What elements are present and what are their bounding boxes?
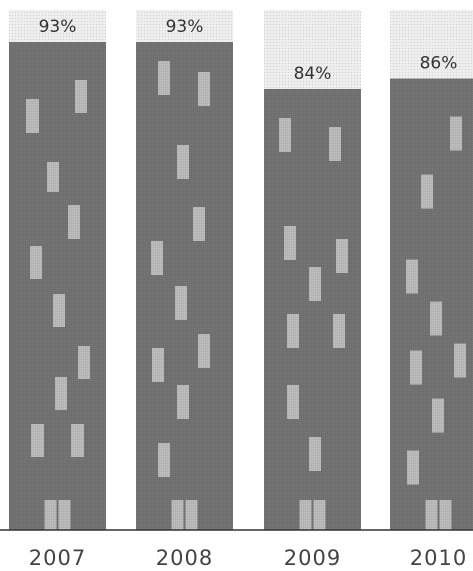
window-2009-0 <box>279 118 291 152</box>
window-2007-1 <box>75 80 87 113</box>
window-2007-5 <box>53 294 65 327</box>
window-2008-2 <box>177 145 189 179</box>
window-2008-7 <box>152 348 164 382</box>
category-label-2009: 2009 <box>284 546 341 570</box>
window-2009-7 <box>287 385 299 419</box>
window-2008-8 <box>177 385 189 419</box>
door-2007-1 <box>58 500 71 530</box>
value-label-2007: 93% <box>39 17 77 37</box>
window-2008-0 <box>158 61 170 95</box>
door-2008-0 <box>171 500 184 530</box>
value-label-2010: 86% <box>420 54 458 74</box>
window-2007-2 <box>47 162 59 192</box>
door-2009-1 <box>313 500 326 530</box>
category-label-2010: 2010 <box>410 546 467 570</box>
window-2007-3 <box>68 205 80 239</box>
bar-2007 <box>9 42 106 530</box>
window-2008-1 <box>198 72 210 106</box>
window-2010-0 <box>450 116 462 151</box>
category-labels: 2007 2008 2009 2010 <box>29 546 467 570</box>
window-2009-2 <box>284 226 296 260</box>
window-2010-1 <box>421 174 433 209</box>
category-label-2007: 2007 <box>29 546 86 570</box>
window-2007-6 <box>78 346 90 379</box>
window-2009-3 <box>309 267 321 301</box>
door-2010-1 <box>439 500 452 530</box>
value-label-2009: 84% <box>294 64 332 84</box>
window-2010-5 <box>410 350 422 385</box>
window-2008-9 <box>158 443 170 477</box>
window-2009-5 <box>287 314 299 348</box>
window-2008-3 <box>193 207 205 241</box>
door-2009-0 <box>299 500 312 530</box>
window-2010-6 <box>432 398 444 433</box>
door-2007-0 <box>44 500 57 530</box>
value-labels: 93% 93% 84% 86% <box>39 17 458 84</box>
window-2007-9 <box>71 424 84 457</box>
door-2008-1 <box>185 500 198 530</box>
bar-windows <box>26 61 466 530</box>
window-2010-7 <box>407 450 419 485</box>
window-2009-1 <box>329 127 341 161</box>
window-2007-0 <box>26 99 39 133</box>
category-label-2008: 2008 <box>156 546 213 570</box>
value-label-2008: 93% <box>166 17 204 37</box>
window-2009-4 <box>336 239 348 273</box>
window-2010-3 <box>430 301 442 336</box>
window-2007-8 <box>31 424 44 457</box>
window-2008-5 <box>175 286 187 320</box>
window-2007-4 <box>30 246 42 279</box>
window-2009-6 <box>333 314 345 348</box>
window-2010-4 <box>454 343 466 378</box>
window-2010-2 <box>406 259 418 294</box>
window-2008-4 <box>151 241 163 275</box>
window-2008-6 <box>198 334 210 368</box>
door-2010-0 <box>425 500 438 530</box>
window-2007-7 <box>55 377 67 410</box>
window-2009-8 <box>309 437 321 471</box>
